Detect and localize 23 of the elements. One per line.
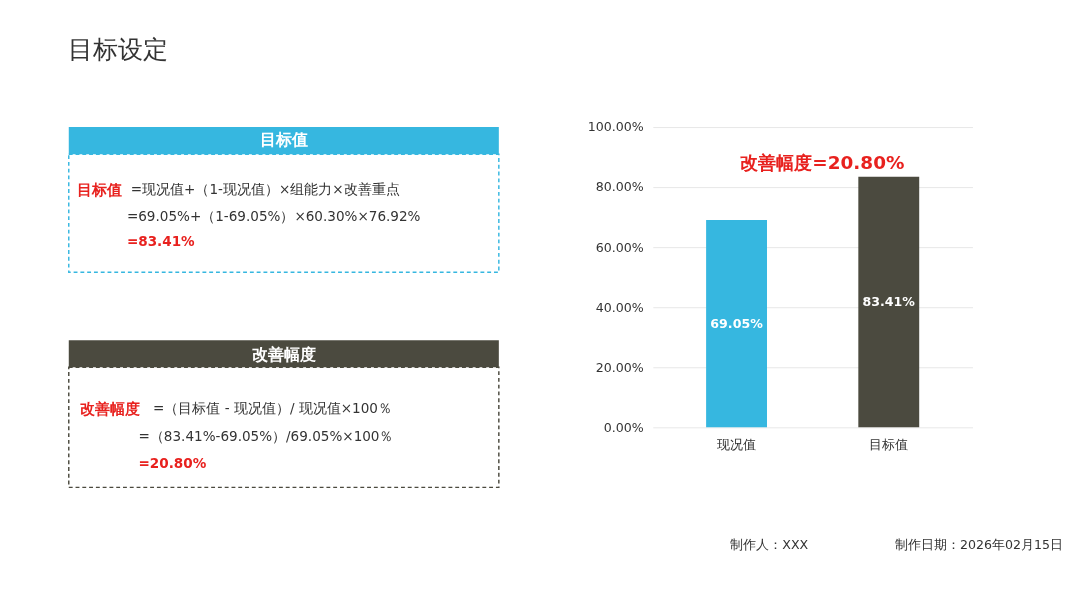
text: =（83.41%-69.05%）/69.05%×100％ bbox=[138, 427, 394, 444]
y-tick-label: 20.00% bbox=[595, 359, 644, 375]
text: 制作人：XXX bbox=[730, 537, 809, 553]
y-tick-label: 100.00% bbox=[587, 119, 644, 135]
annotation: 改善幅度=20.80% bbox=[740, 151, 905, 173]
y-tick-label: 60.00% bbox=[595, 239, 644, 255]
text: 目标值 bbox=[259, 130, 308, 150]
text: 制作日期：2026年02月15日 bbox=[895, 537, 1064, 553]
text: 目标设定 bbox=[68, 35, 169, 65]
y-tick-label: 0.00% bbox=[603, 419, 644, 435]
data-label: 83.41% bbox=[862, 293, 916, 309]
y-tick-label: 80.00% bbox=[595, 179, 644, 195]
text: =20.80% bbox=[138, 455, 207, 471]
text: =83.41% bbox=[126, 233, 196, 250]
text: =69.05%+（1-69.05%）×60.30%×76.92% bbox=[126, 208, 421, 225]
text: =现况值+（1-现况值）×组能力×改善重点 bbox=[130, 180, 400, 197]
data-label: 69.05% bbox=[710, 315, 764, 331]
text: 目标值 bbox=[76, 181, 122, 198]
text: 改善幅度 bbox=[251, 345, 316, 365]
x-tick-label: 现况值 bbox=[717, 437, 757, 453]
y-tick-label: 40.00% bbox=[595, 299, 644, 315]
text: 改善幅度 bbox=[80, 399, 141, 417]
text: =（目标值 - 现况值）/ 现况值×100％ bbox=[153, 399, 392, 416]
